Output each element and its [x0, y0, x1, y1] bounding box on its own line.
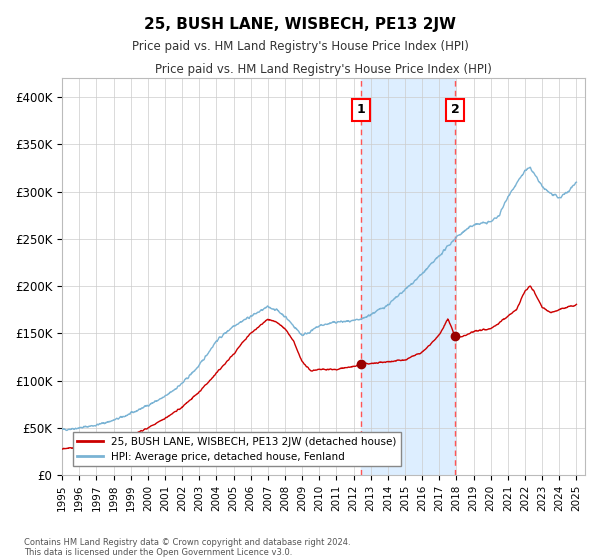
Text: 1: 1 — [356, 104, 365, 116]
Text: Contains HM Land Registry data © Crown copyright and database right 2024.
This d: Contains HM Land Registry data © Crown c… — [24, 538, 350, 557]
Title: Price paid vs. HM Land Registry's House Price Index (HPI): Price paid vs. HM Land Registry's House … — [155, 63, 492, 76]
Text: Price paid vs. HM Land Registry's House Price Index (HPI): Price paid vs. HM Land Registry's House … — [131, 40, 469, 53]
Bar — [361, 78, 455, 475]
Legend: 25, BUSH LANE, WISBECH, PE13 2JW (detached house), HPI: Average price, detached : 25, BUSH LANE, WISBECH, PE13 2JW (detach… — [73, 432, 401, 466]
Text: 2: 2 — [451, 104, 460, 116]
Text: 25, BUSH LANE, WISBECH, PE13 2JW: 25, BUSH LANE, WISBECH, PE13 2JW — [144, 17, 456, 32]
